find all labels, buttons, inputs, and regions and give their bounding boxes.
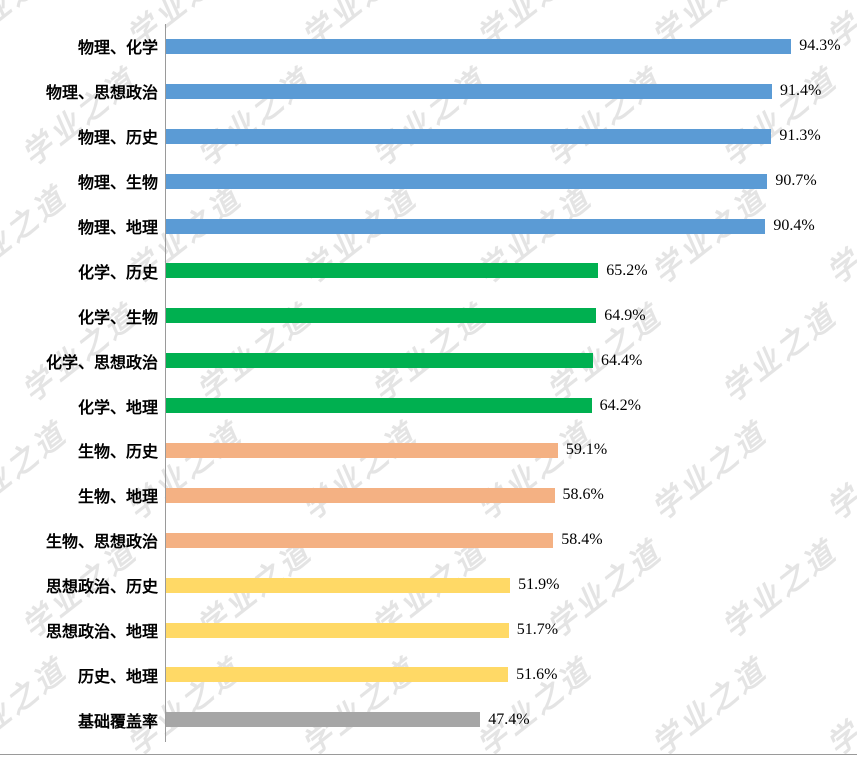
value-label: 64.4% bbox=[600, 351, 643, 369]
bar bbox=[166, 442, 558, 458]
bar bbox=[166, 398, 592, 414]
value-label: 59.1% bbox=[565, 441, 608, 459]
bar bbox=[166, 532, 554, 548]
plot-row: 91.3% bbox=[165, 113, 857, 159]
bar bbox=[166, 712, 481, 728]
bar-row: 化学、生物 64.9% bbox=[0, 293, 857, 339]
value-label: 90.7% bbox=[775, 172, 817, 190]
bar-row: 物理、化学 94.3% bbox=[0, 24, 857, 69]
plot-row: 64.4% bbox=[165, 338, 857, 384]
value-label: 51.9% bbox=[518, 576, 560, 594]
plot-area: 物理、化学 94.3% 物理、思想政治 91.4% 物理、历史 91.3% 物理、生物 90.… bbox=[0, 24, 857, 743]
value-label: 51.6% bbox=[516, 665, 558, 683]
value-label: 64.2% bbox=[599, 396, 641, 414]
category-label: 生物、历史 bbox=[77, 444, 158, 462]
plot-row: 90.7% bbox=[165, 158, 857, 204]
bar bbox=[166, 218, 766, 234]
bar bbox=[166, 308, 597, 324]
plot-row: 47.4% bbox=[165, 697, 857, 743]
bar bbox=[166, 38, 792, 54]
value-label: 91.4% bbox=[779, 82, 822, 100]
bar-row: 思想政治、地理 51.7% bbox=[0, 607, 857, 653]
category-label: 化学、地理 bbox=[77, 399, 158, 417]
category-label: 基础覆盖率 bbox=[77, 713, 158, 731]
bar-row: 思想政治、历史 51.9% bbox=[0, 562, 857, 608]
bar-row: 化学、历史 65.2% bbox=[0, 248, 857, 294]
category-label: 物理、历史 bbox=[77, 130, 158, 148]
value-label: 65.2% bbox=[606, 261, 648, 279]
bar-row: 物理、生物 90.7% bbox=[0, 158, 857, 204]
category-label: 物理、化学 bbox=[77, 40, 158, 58]
category-label: 化学、历史 bbox=[77, 264, 158, 282]
plot-row: 58.4% bbox=[165, 517, 857, 563]
bar bbox=[166, 353, 593, 369]
plot-row: 51.7% bbox=[165, 607, 857, 653]
bar-row: 基础覆盖率 47.4% bbox=[0, 697, 857, 743]
plot-row: 91.4% bbox=[165, 68, 857, 114]
plot-row: 64.2% bbox=[165, 383, 857, 429]
category-label: 化学、生物 bbox=[77, 309, 158, 327]
plot-row: 59.1% bbox=[165, 428, 857, 473]
category-label: 思想政治、历史 bbox=[45, 579, 158, 597]
bar bbox=[166, 487, 555, 503]
value-label: 58.4% bbox=[561, 531, 603, 549]
plot-row: 65.2% bbox=[165, 248, 857, 294]
bar bbox=[166, 622, 509, 638]
category-label: 生物、思想政治 bbox=[45, 534, 158, 552]
value-label: 47.4% bbox=[488, 710, 530, 728]
bar bbox=[166, 173, 768, 189]
bar-row: 化学、地理 64.2% bbox=[0, 383, 857, 429]
bar bbox=[166, 667, 509, 683]
category-label: 物理、地理 bbox=[77, 220, 158, 237]
category-label: 化学、思想政治 bbox=[45, 354, 158, 372]
bar-row: 生物、历史 59.1% bbox=[0, 428, 857, 473]
category-label: 思想政治、地理 bbox=[45, 624, 158, 642]
category-label: 物理、生物 bbox=[77, 175, 158, 193]
bar-row: 物理、思想政治 91.4% bbox=[0, 68, 857, 114]
value-label: 64.9% bbox=[604, 306, 646, 324]
value-label: 58.6% bbox=[562, 486, 604, 504]
bar-row: 物理、地理 90.4% bbox=[0, 203, 857, 249]
plot-row: 94.3% bbox=[165, 24, 857, 69]
plot-row: 51.9% bbox=[165, 562, 857, 608]
plot-row: 90.4% bbox=[165, 203, 857, 249]
plot-row: 51.6% bbox=[165, 652, 857, 698]
value-label: 91.3% bbox=[779, 127, 821, 145]
bar bbox=[166, 577, 511, 593]
plot-row: 58.6% bbox=[165, 472, 857, 518]
bar bbox=[166, 263, 599, 279]
bar-row: 生物、地理 58.6% bbox=[0, 472, 857, 518]
bar-row: 生物、思想政治 58.4% bbox=[0, 517, 857, 563]
value-label: 51.7% bbox=[516, 621, 559, 639]
bar-row: 化学、思想政治 64.4% bbox=[0, 338, 857, 384]
value-label: 90.4% bbox=[773, 217, 815, 234]
value-label: 94.3% bbox=[799, 37, 841, 55]
plot-row: 64.9% bbox=[165, 293, 857, 339]
category-label: 历史、地理 bbox=[77, 668, 158, 686]
category-label: 物理、思想政治 bbox=[45, 85, 158, 103]
category-label: 生物、地理 bbox=[77, 489, 158, 507]
bar-row: 历史、地理 51.6% bbox=[0, 652, 857, 698]
x-axis-line bbox=[0, 754, 857, 755]
bar bbox=[166, 83, 772, 99]
bar bbox=[166, 128, 772, 144]
bar-row: 物理、历史 91.3% bbox=[0, 113, 857, 159]
